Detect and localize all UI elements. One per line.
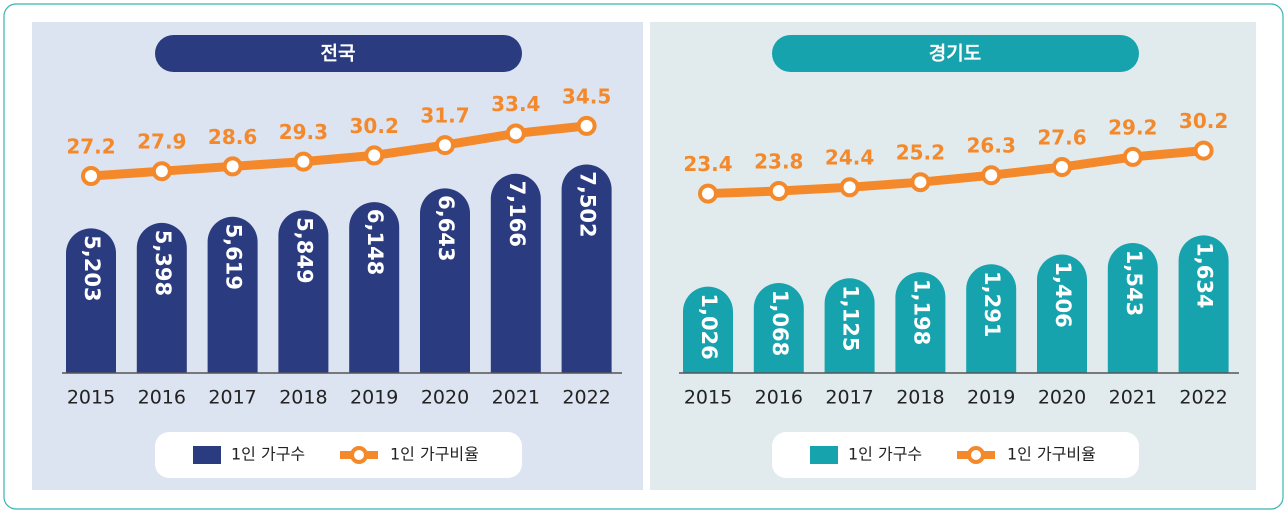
- x-tick-label: 2021: [1109, 387, 1157, 409]
- line-point: [435, 135, 455, 156]
- legend-swatch: [350, 446, 368, 464]
- line-point: [293, 151, 314, 172]
- line-point: [151, 161, 172, 182]
- point-label: 33.4: [491, 92, 540, 116]
- bar: [824, 278, 875, 373]
- x-tick-label: 2019: [967, 387, 1015, 409]
- bar-label: 1,543: [1122, 250, 1146, 316]
- line-point: [981, 165, 1002, 186]
- x-tick-label: 2022: [562, 387, 610, 409]
- bar-label: 6,643: [434, 195, 458, 261]
- x-tick-label: 2019: [350, 387, 398, 409]
- point-label: 27.2: [66, 134, 115, 158]
- point-label: 25.2: [896, 141, 945, 165]
- bar-label: 5,398: [151, 230, 175, 296]
- bar-label: 7,502: [576, 171, 600, 237]
- legend-swatch: [967, 446, 985, 464]
- bar: [683, 286, 733, 373]
- point-label: 28.6: [208, 125, 257, 149]
- bar: [966, 264, 1017, 373]
- x-tick-label: 2018: [896, 387, 944, 409]
- line-point: [910, 172, 931, 193]
- bar: [895, 272, 946, 373]
- legend-swatch: [810, 446, 838, 464]
- point-label: 31.7: [420, 104, 469, 128]
- x-tick-label: 2016: [138, 387, 186, 409]
- bar: [561, 164, 612, 373]
- point-label: 26.3: [967, 134, 1016, 158]
- bar-label: 1,406: [1051, 261, 1075, 327]
- line-point: [364, 145, 385, 166]
- bar-label: 1,125: [839, 285, 863, 351]
- point-label: 30.2: [350, 114, 399, 138]
- point-label: 27.6: [1037, 126, 1086, 150]
- legend-label: 1인 가구수: [231, 445, 305, 464]
- panel: [650, 22, 1256, 490]
- bar: [753, 283, 804, 373]
- point-label: 29.3: [279, 120, 328, 144]
- point-label: 30.2: [1179, 109, 1228, 133]
- x-tick-label: 2017: [208, 387, 256, 409]
- bar: [136, 222, 187, 373]
- bar-label: 1,634: [1193, 242, 1217, 308]
- x-tick-label: 2017: [825, 387, 873, 409]
- point-label: 24.4: [825, 146, 874, 170]
- bar-label: 1,026: [697, 293, 721, 359]
- bar-label: 5,203: [80, 235, 104, 301]
- point-label: 29.2: [1108, 115, 1157, 139]
- line-point: [698, 183, 718, 204]
- bar-label: 1,068: [768, 290, 792, 356]
- line: [90, 121, 588, 181]
- line-point: [1122, 146, 1143, 167]
- bar-label: 1,291: [980, 271, 1004, 337]
- bar: [66, 228, 116, 373]
- x-tick-label: 2020: [421, 387, 469, 409]
- bar-label: 1,198: [909, 279, 933, 345]
- legend-label: 1인 가구수: [848, 445, 922, 464]
- bar-label: 5,849: [292, 217, 316, 283]
- legend-swatch: [193, 446, 221, 464]
- line: [707, 146, 1204, 199]
- x-tick-label: 2015: [67, 387, 115, 409]
- legend-label: 1인 가구비율: [390, 445, 479, 464]
- legend: [155, 432, 522, 478]
- line-point: [505, 123, 526, 144]
- bar: [207, 216, 258, 373]
- line-point: [1052, 157, 1072, 178]
- x-tick-label: 2022: [1179, 387, 1227, 409]
- legend: [772, 432, 1139, 478]
- legend-label: 1인 가구비율: [1007, 445, 1096, 464]
- bar: [349, 202, 400, 373]
- line-point: [576, 115, 597, 136]
- point-label: 23.8: [754, 150, 803, 174]
- point-label: 23.4: [683, 152, 732, 176]
- x-tick-label: 2015: [684, 387, 732, 409]
- x-tick-label: 2021: [492, 387, 540, 409]
- point-label: 27.9: [137, 130, 186, 154]
- panel: [32, 22, 643, 490]
- title-pill: [772, 35, 1139, 72]
- bar-label: 7,166: [505, 181, 529, 247]
- x-tick-label: 2016: [755, 387, 803, 409]
- x-tick-label: 2018: [279, 387, 327, 409]
- bar: [420, 188, 470, 373]
- bar: [490, 173, 541, 373]
- bar-label: 6,148: [363, 209, 387, 275]
- point-label: 34.5: [562, 84, 611, 108]
- title-pill: [155, 35, 522, 72]
- line-point: [768, 181, 789, 202]
- x-tick-label: 2020: [1038, 387, 1086, 409]
- bar: [1037, 254, 1087, 373]
- chart-title: 경기도: [929, 43, 981, 65]
- bar: [278, 210, 329, 373]
- line-point: [222, 156, 243, 177]
- chart-title: 전국: [321, 43, 356, 65]
- line-point: [1193, 140, 1214, 161]
- bar: [1178, 235, 1229, 373]
- line-point: [839, 177, 860, 198]
- bar-label: 5,619: [222, 224, 246, 290]
- line-point: [81, 165, 101, 186]
- bar: [1107, 243, 1158, 373]
